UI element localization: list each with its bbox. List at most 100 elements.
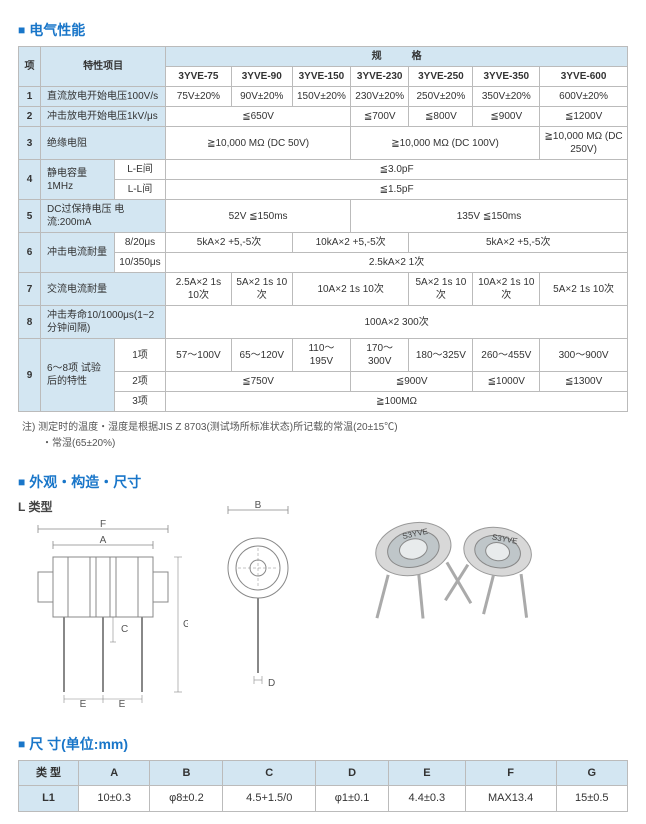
note-line1: 注) 测定时的温度・湿度是根据JIS Z 8703(测试场所标准状态)所记载的常…: [22, 420, 628, 436]
electrical-table: 项 特性项目 规 格 3YVE-75 3YVE-90 3YVE-150 3YVE…: [18, 46, 628, 412]
r6-r1v2: 10kA×2 +5,-5次: [292, 233, 409, 253]
r7-n: 7: [19, 273, 41, 306]
r9-r1-3: 170～300V: [350, 339, 408, 372]
r9-sub2: 2项: [114, 372, 165, 392]
r2-v2: ≦700V: [350, 107, 408, 127]
r6-sub2: 10/350μs: [114, 253, 165, 273]
r7-v5: 10A×2 1s 10次: [473, 273, 540, 306]
r9-r2v3: ≦1000V: [473, 372, 540, 392]
r9-r1-0: 57～100V: [166, 339, 231, 372]
r5-label: DC过保持电压 电流:200mA: [41, 200, 166, 233]
r1-v0: 75V±20%: [166, 87, 231, 107]
notes: 注) 测定时的温度・湿度是根据JIS Z 8703(测试场所标准状态)所记载的常…: [22, 420, 628, 452]
model-6: 3YVE-600: [540, 67, 628, 87]
r7-v3: 10A×2 1s 10次: [292, 273, 409, 306]
svg-text:C: C: [121, 624, 128, 635]
product-photo: S3YVE S3YVE: [338, 498, 558, 661]
r2-n: 2: [19, 107, 41, 127]
r4-v1: ≦3.0pF: [166, 160, 628, 180]
r6-n: 6: [19, 233, 41, 273]
model-3: 3YVE-230: [350, 67, 408, 87]
r6-label: 冲击电流耐量: [41, 233, 115, 273]
col-spec: 规 格: [166, 47, 628, 67]
svg-text:A: A: [100, 535, 107, 546]
dim-col-D: D: [316, 761, 389, 786]
dim-v2: 4.5+1.5/0: [223, 786, 316, 811]
diagram-row: L 类型 F A C: [18, 498, 628, 710]
r7-v4: 5A×2 1s 10次: [409, 273, 473, 306]
model-1: 3YVE-90: [231, 67, 292, 87]
r4-n: 4: [19, 160, 41, 200]
diagram-label: L 类型: [18, 498, 188, 515]
col-item: 项: [19, 47, 41, 87]
r2-v1: ≦650V: [166, 107, 351, 127]
r8-label: 冲击寿命10/1000μs(1~2分钟间隔): [41, 306, 166, 339]
r9-r1-1: 65～120V: [231, 339, 292, 372]
dim-v0: 10±0.3: [79, 786, 150, 811]
r3-v3: ≧10,000 MΩ (DC 250V): [540, 127, 628, 160]
r9-r2v2: ≦900V: [350, 372, 472, 392]
dim-col-A: A: [79, 761, 150, 786]
r2-v5: ≦1200V: [540, 107, 628, 127]
r7-label: 交流电流耐量: [41, 273, 166, 306]
r9-sub1: 1项: [114, 339, 165, 372]
r4-label: 静电容量1MHz: [41, 160, 115, 200]
svg-text:E: E: [80, 699, 87, 707]
r1-n: 1: [19, 87, 41, 107]
r9-r1-6: 300～900V: [540, 339, 628, 372]
dim-v4: 4.4±0.3: [389, 786, 466, 811]
r9-n: 9: [19, 339, 41, 412]
note-line2: ・常湿(65±20%): [42, 436, 628, 452]
photo-svg: S3YVE S3YVE: [338, 498, 558, 658]
r4-sub1: L-E间: [114, 160, 165, 180]
model-2: 3YVE-150: [292, 67, 350, 87]
dim-col-B: B: [150, 761, 223, 786]
model-4: 3YVE-250: [409, 67, 473, 87]
r9-r2v1: ≦750V: [166, 372, 351, 392]
r9-sub3: 3项: [114, 392, 165, 412]
r1-v4: 250V±20%: [409, 87, 473, 107]
dim-col-C: C: [223, 761, 316, 786]
r5-v2: 135V ≦150ms: [350, 200, 627, 233]
side-view-svg: B D: [208, 498, 308, 688]
section-title-electrical: 电气性能: [18, 20, 628, 40]
r7-v2: 5A×2 1s 10次: [231, 273, 292, 306]
r1-v2: 150V±20%: [292, 87, 350, 107]
r1-v1: 90V±20%: [231, 87, 292, 107]
section-title-label: 尺 寸(单位:mm): [29, 734, 128, 754]
diagram-front: L 类型 F A C: [18, 498, 188, 710]
r7-v6: 5A×2 1s 10次: [540, 273, 628, 306]
r4-sub2: L-L间: [114, 180, 165, 200]
r4-v2: ≦1.5pF: [166, 180, 628, 200]
dim-col-G: G: [556, 761, 627, 786]
r6-sub1: 8/20μs: [114, 233, 165, 253]
r6-r1v3: 5kA×2 +5,-5次: [409, 233, 628, 253]
r9-r1-4: 180～325V: [409, 339, 473, 372]
col-feature: 特性项目: [41, 47, 166, 87]
r2-v3: ≦800V: [409, 107, 473, 127]
section-title-dimensions: 尺 寸(单位:mm): [18, 734, 628, 754]
r1-v5: 350V±20%: [473, 87, 540, 107]
svg-text:B: B: [255, 500, 262, 511]
r3-n: 3: [19, 127, 41, 160]
dim-col-F: F: [465, 761, 556, 786]
dim-v1: φ8±0.2: [150, 786, 223, 811]
r6-r1v1: 5kA×2 +5,-5次: [166, 233, 293, 253]
r9-r2v4: ≦1300V: [540, 372, 628, 392]
dim-col-type: 类 型: [19, 761, 79, 786]
r8-v: 100A×2 300次: [166, 306, 628, 339]
r1-v6: 600V±20%: [540, 87, 628, 107]
r7-v1: 2.5A×2 1s 10次: [166, 273, 231, 306]
r1-label: 直流放电开始电压100V/s: [41, 87, 166, 107]
dim-v3: φ1±0.1: [316, 786, 389, 811]
r6-r2: 2.5kA×2 1次: [166, 253, 628, 273]
model-5: 3YVE-350: [473, 67, 540, 87]
r1-v3: 230V±20%: [350, 87, 408, 107]
section-title-label: 电气性能: [29, 20, 85, 40]
r2-label: 冲击放电开始电压1kV/μs: [41, 107, 166, 127]
dim-v5: MAX13.4: [465, 786, 556, 811]
r3-v2: ≧10,000 MΩ (DC 100V): [350, 127, 539, 160]
svg-text:G: G: [183, 619, 188, 630]
front-view-svg: F A C G: [18, 517, 188, 707]
svg-text:D: D: [268, 678, 275, 688]
